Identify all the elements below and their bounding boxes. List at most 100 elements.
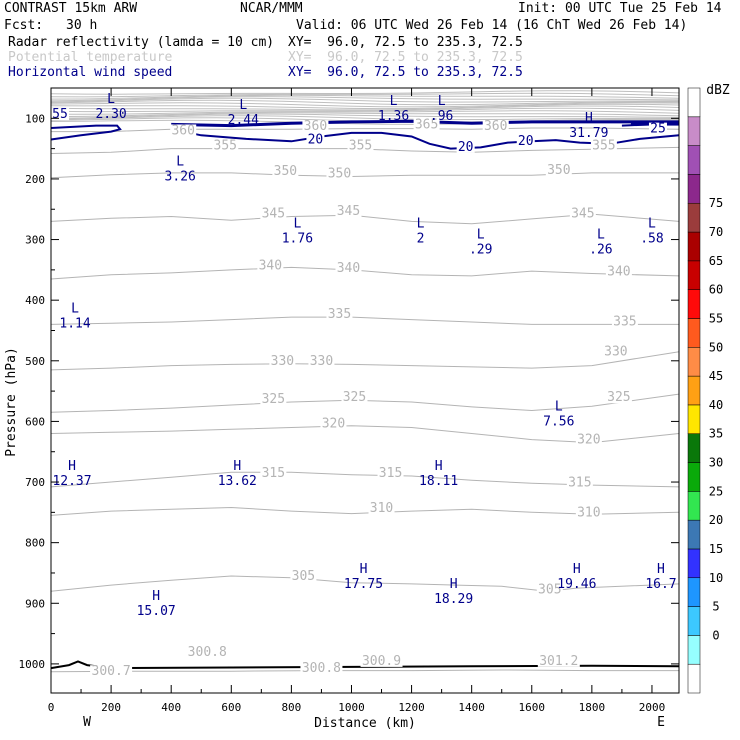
colorbar-level-label: 5 [712, 600, 719, 614]
extremum-symbol: L [477, 227, 485, 242]
wind-label: 55 [52, 107, 68, 122]
theta-label: 345 [571, 207, 594, 222]
extremum-value: .58 [640, 231, 663, 246]
extremum-symbol: L [417, 216, 425, 231]
theta-contour-335 [50, 316, 679, 325]
theta-label-bg [368, 502, 395, 515]
theta-label: 325 [262, 392, 285, 407]
wind-contour-20 [171, 128, 680, 150]
extremum-symbol: H [152, 589, 160, 604]
extremum-value: 13.62 [218, 474, 257, 489]
theta-label-bg [605, 391, 632, 404]
colorbar-level-label: 0 [712, 628, 719, 642]
colorbar-swatch [687, 635, 701, 665]
theta-label: 365 [415, 117, 438, 132]
wind-contour-jet [171, 119, 679, 128]
theta-label: 330 [310, 354, 333, 369]
colorbar-swatch [687, 87, 701, 118]
theta-label: 300.7 [92, 664, 131, 679]
theta-label-bg [186, 645, 229, 658]
colorbar-level-label: 30 [709, 456, 723, 470]
field-theta-label: Potential temperature [8, 50, 173, 65]
colorbar-swatch [687, 375, 701, 406]
theta-label-bg [602, 345, 629, 358]
theta-label: 310 [370, 501, 393, 516]
x-tick-label: 1800 [579, 701, 606, 714]
theta-label: 305 [292, 569, 315, 584]
field-wind-label: Horizontal wind speed [8, 65, 173, 80]
theta-label-bg [575, 506, 602, 519]
theta-label-bg [260, 393, 287, 406]
valid-time: Valid: 06 UTC Wed 26 Feb 14 (16 ChT Wed … [296, 18, 688, 33]
extremum-value: 2.44 [228, 113, 259, 128]
field-theta-xy: XY= 96.0, 72.5 to 235.3, 72.5 [288, 50, 523, 65]
y-tick-label: 800 [25, 537, 45, 550]
x-tick-label: 2000 [639, 701, 666, 714]
plot-frame [50, 87, 680, 694]
theta-label: 335 [613, 314, 636, 329]
theta-label-bg [605, 265, 632, 278]
colorbar-swatch [687, 577, 701, 607]
extremum-value: 12.37 [52, 474, 91, 489]
colorbar-level-label: 55 [709, 311, 723, 325]
colorbar-swatch [687, 289, 701, 319]
theta-label-bg [170, 124, 197, 137]
theta-label: 300.8 [302, 661, 341, 676]
x-tick-label: 1000 [338, 701, 365, 714]
colorbar-level-label: 10 [709, 571, 723, 585]
theta-label-bg [341, 391, 368, 404]
theta-label-bg [360, 654, 403, 667]
fcst-label: Fcst: [4, 18, 44, 33]
west-endpoint-label: W [83, 715, 91, 730]
theta-contour-upper [50, 94, 680, 100]
theta-contour-upper [50, 102, 680, 108]
extremum-value: 1.76 [282, 231, 313, 246]
theta-label: 325 [343, 390, 366, 405]
y-axis-label: Pressure (hPa) [4, 347, 19, 457]
theta-label-bg [326, 167, 353, 180]
theta-label: 330 [604, 345, 627, 360]
theta-contour-upper [50, 90, 680, 95]
top-gray-band [50, 90, 680, 125]
theta-label-bg [326, 308, 353, 321]
colorbar-level-label: 75 [709, 196, 723, 210]
wind-contour-20 [50, 124, 122, 141]
theta-contour-350 [50, 172, 679, 179]
theta-label-bg [335, 205, 362, 218]
extremum-symbol: L [555, 400, 563, 415]
extremum-symbol: H [585, 111, 593, 126]
theta-label-bg [347, 139, 374, 152]
x-tick-label: 600 [221, 701, 241, 714]
contour-labels: 300.7 300.8 300.8 300.9 301.2 305 305 310 310 315… [51, 107, 667, 679]
theta-contour-340 [50, 266, 680, 280]
theta-contour-upper [50, 96, 680, 102]
colorbar-swatch [687, 462, 701, 492]
extremum-value: 18.11 [419, 474, 458, 489]
extremum-value: 17.75 [344, 577, 383, 592]
east-endpoint-label: E [657, 715, 665, 730]
extremum-value: 2.30 [95, 107, 126, 122]
theta-label: 345 [262, 207, 285, 222]
y-tick-label: 700 [25, 476, 45, 489]
x-tick-label: 400 [161, 701, 181, 714]
extremum-symbol: L [648, 216, 656, 231]
theta-label-bg [482, 120, 509, 133]
colorbar-level-label: 50 [709, 340, 723, 354]
axes: 0 200 400 600 800 1000 1200 1400 1600 1800 2000 100… [19, 88, 679, 714]
wind-label: 25 [650, 122, 666, 137]
y-tick-label: 200 [25, 173, 45, 186]
theta-label: 360 [171, 123, 194, 138]
wind-label-bg [456, 140, 475, 153]
theta-label: 340 [259, 259, 282, 274]
wind-label-bg [648, 122, 667, 135]
theta-contour-310 [50, 506, 680, 516]
colorbar-level-label: 15 [709, 542, 723, 556]
colorbar-swatch [687, 202, 701, 233]
theta-label: 300.8 [188, 645, 227, 660]
theta-contour-upper [50, 115, 680, 121]
theta-label-bg [260, 207, 287, 220]
x-tick-label: 1200 [398, 701, 425, 714]
extremum-value: .96 [430, 109, 453, 124]
reflectivity-contours [50, 660, 680, 670]
theta-contour-upper [50, 107, 680, 113]
